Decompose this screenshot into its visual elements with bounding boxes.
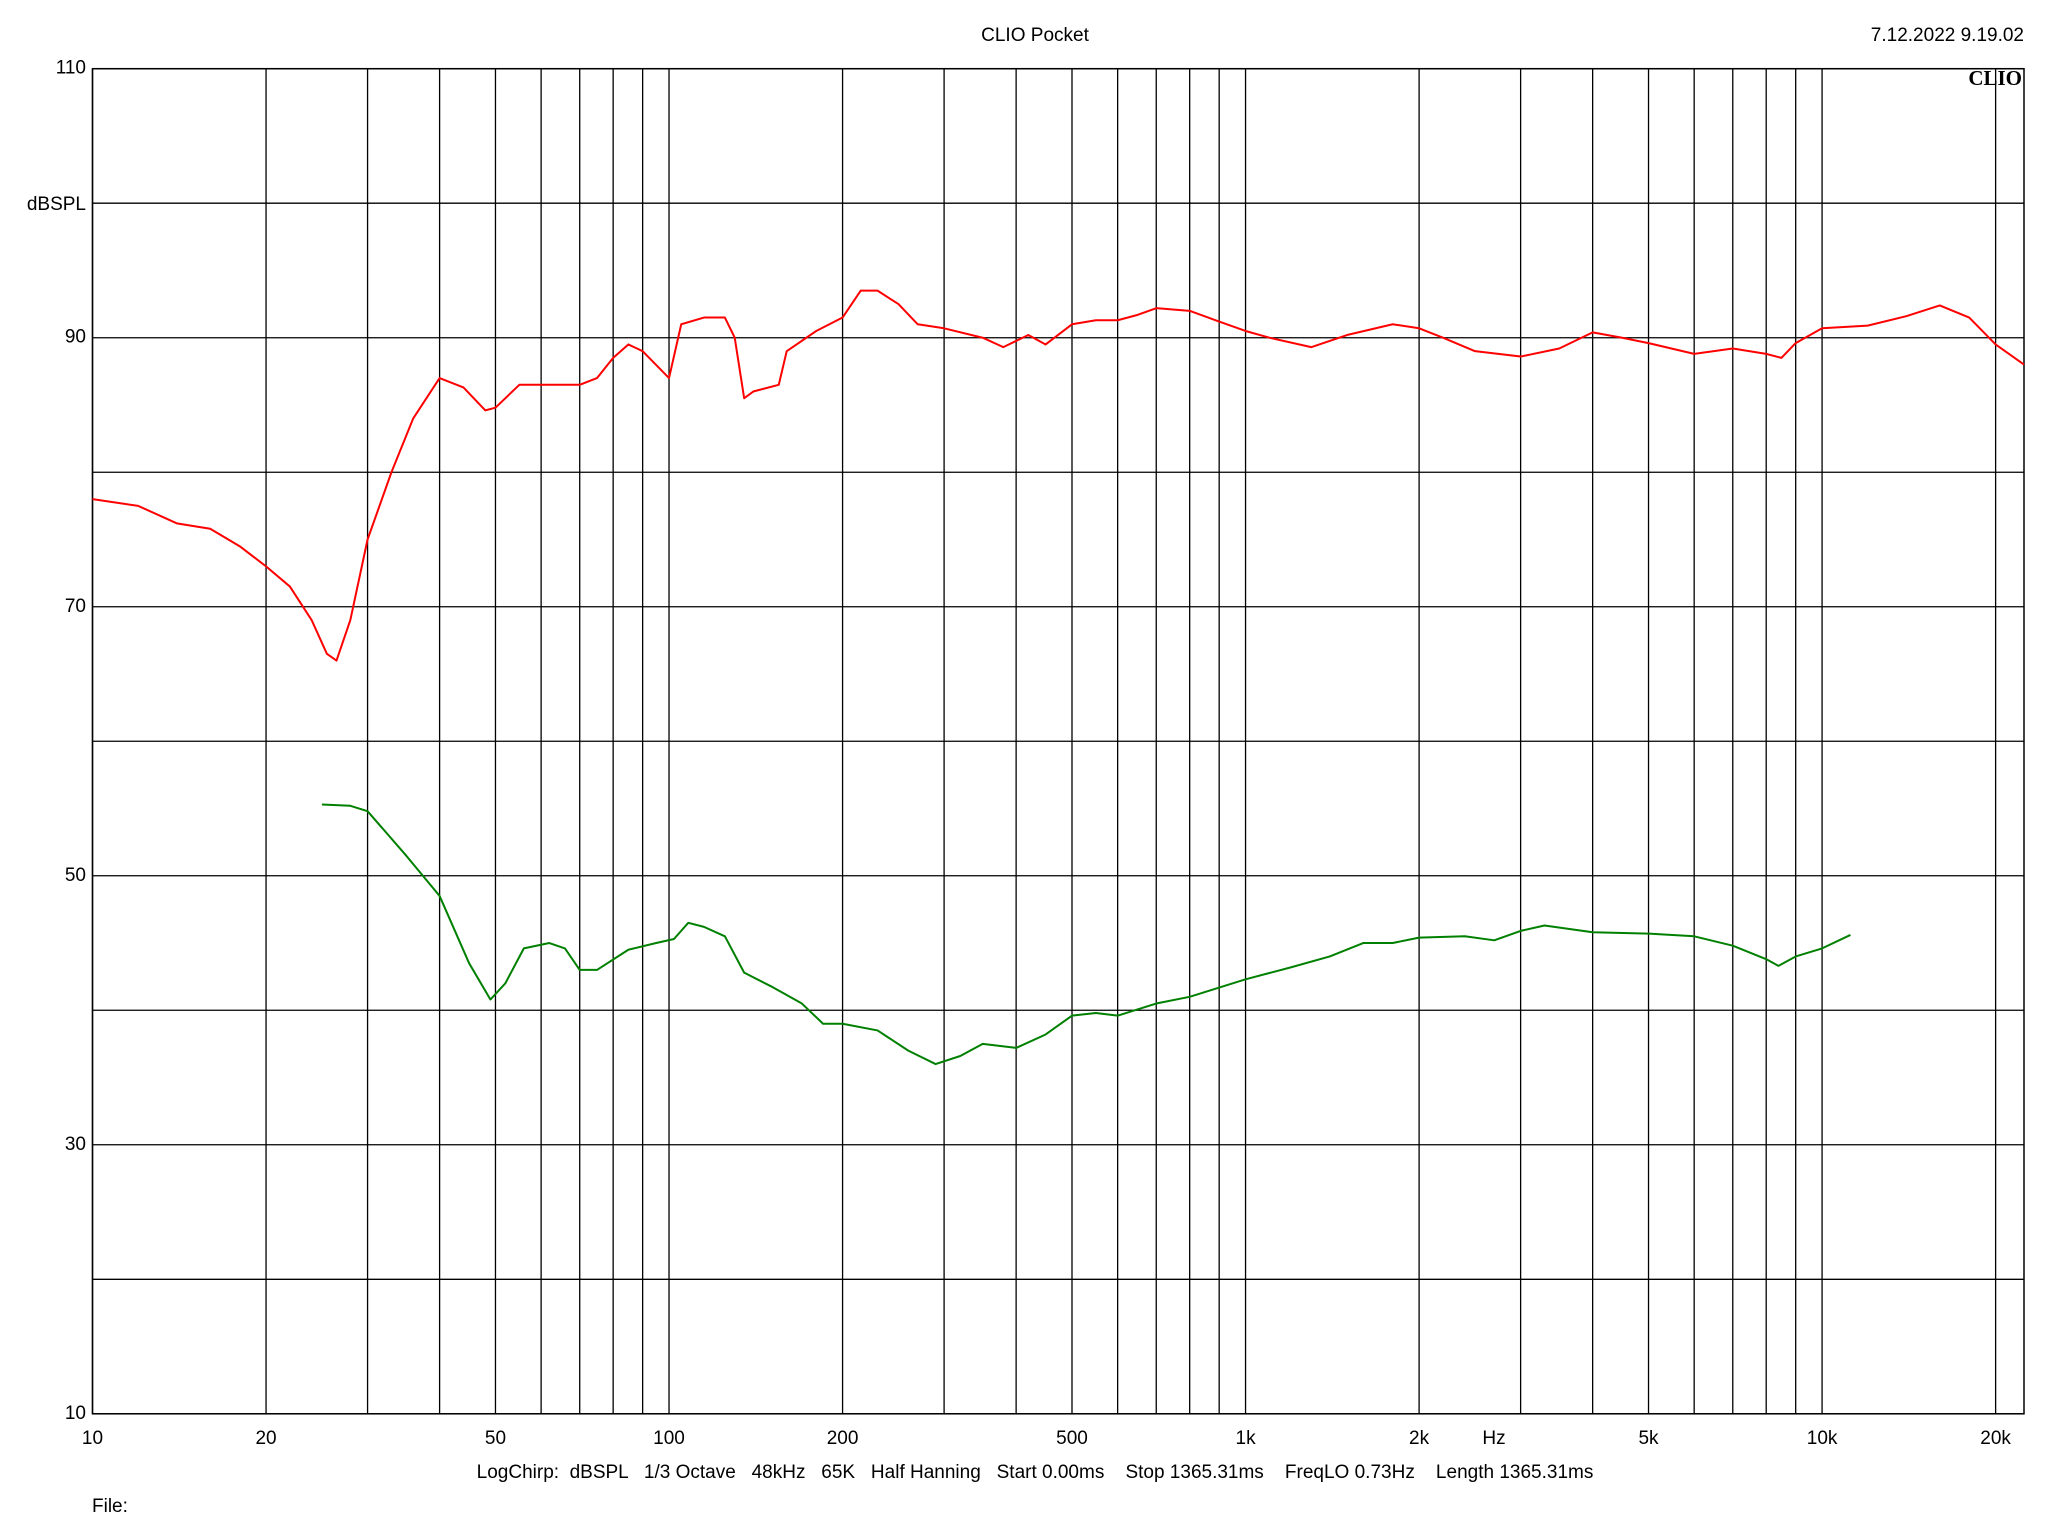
x-tick-label: 5k [1638, 1428, 1659, 1449]
x-tick-label: 10 [82, 1428, 103, 1449]
x-tick-label: 50 [485, 1428, 506, 1449]
x-tick-label: 1k [1236, 1428, 1257, 1449]
y-tick-label: 110 [56, 58, 86, 79]
x-axis-label: Hz [1482, 1428, 1505, 1449]
y-tick-label: 70 [65, 596, 86, 617]
y-tick-label: 10 [65, 1403, 86, 1424]
x-tick-label: 10k [1807, 1428, 1838, 1449]
y-tick-label: 50 [65, 865, 86, 886]
plot-frame [91, 67, 2025, 1415]
footer: LogChirp: dBSPL 1/3 Octave 48kHz 65K Hal… [477, 1462, 1594, 1483]
file-label: File: [92, 1496, 128, 1517]
y-tick-label: 90 [65, 327, 86, 348]
x-tick-label: 20 [255, 1428, 276, 1449]
x-tick-label: 20k [1980, 1428, 2011, 1449]
y-axis-label: dBSPL [27, 194, 86, 215]
series-line [321, 803, 1851, 1066]
x-tick-label: 2k [1409, 1428, 1430, 1449]
chart-title: CLIO Pocket [981, 25, 1089, 46]
x-tick-label: 100 [653, 1428, 685, 1449]
series-line [92, 289, 2025, 662]
y-tick-label: 30 [65, 1134, 86, 1155]
timestamp: 7.12.2022 9.19.02 [1871, 25, 2024, 46]
x-tick-label: 500 [1056, 1428, 1088, 1449]
x-tick-label: 200 [827, 1428, 859, 1449]
